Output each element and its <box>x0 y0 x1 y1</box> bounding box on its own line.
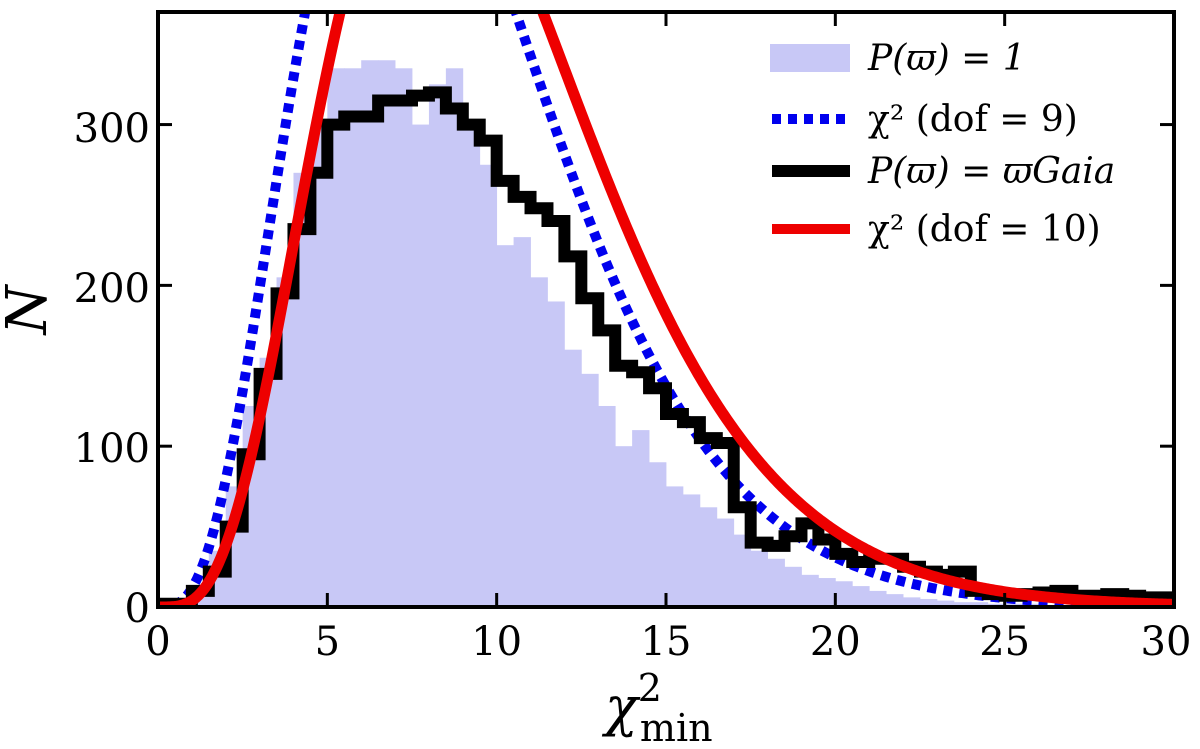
hist-bar <box>869 590 887 607</box>
x-tick-label: 10 <box>471 619 522 665</box>
legend-label-dof10: χ² (dof = 10) <box>868 209 1101 250</box>
y-axis-label: N <box>0 284 60 337</box>
hist-bar <box>547 301 565 607</box>
legend-label-gaia-prior: P(ϖ) = ϖGaia <box>867 151 1115 192</box>
hist-bar <box>412 124 430 607</box>
hist-bar <box>835 581 853 607</box>
x-tick-label: 25 <box>979 619 1030 665</box>
hist-bar <box>428 84 447 607</box>
hist-bar <box>936 600 955 607</box>
hist-bar <box>801 574 819 607</box>
hist-bar <box>733 534 752 607</box>
hist-bar <box>784 566 802 607</box>
x-tick-label: 20 <box>810 619 861 665</box>
x-tick-label: 5 <box>315 619 340 665</box>
hist-bar <box>361 60 379 607</box>
x-tick-labels: 0 5 10 15 20 25 30 <box>145 619 1191 665</box>
hist-bar <box>378 60 396 607</box>
hist-bar <box>852 586 870 607</box>
hist-bar <box>953 602 972 607</box>
y-tick-label: 300 <box>74 106 150 152</box>
y-tick-label: 200 <box>74 266 150 312</box>
hist-bar <box>886 594 904 607</box>
hist-bar <box>310 124 328 607</box>
hist-bar <box>344 68 362 607</box>
hist-bar <box>327 68 345 607</box>
legend-swatch-flat-prior <box>770 44 850 72</box>
hist-bar <box>615 446 633 607</box>
legend: P(ϖ) = 1 χ² (dof = 9) P(ϖ) = ϖGaia χ² (d… <box>770 38 1115 250</box>
legend-label-flat-prior: P(ϖ) = 1 <box>867 38 1026 79</box>
hist-bar <box>767 558 785 607</box>
hist-bar <box>395 68 413 607</box>
hist-bar <box>682 494 701 607</box>
hist-bar <box>649 462 667 607</box>
hist-bar <box>462 124 481 607</box>
hist-bar <box>632 430 650 607</box>
y-tick-labels: 0 100 200 300 <box>74 106 150 632</box>
hist-bar <box>666 486 684 607</box>
hist-bar <box>513 237 531 607</box>
y-tick-label: 100 <box>74 426 150 472</box>
hist-bar <box>818 578 836 607</box>
chi2-curve-dof10 <box>158 12 1174 607</box>
hist-bar <box>530 277 548 607</box>
hist-bar <box>598 405 616 607</box>
y-tick-label: 0 <box>125 586 150 632</box>
hist-bar <box>496 245 514 607</box>
hist-bar <box>750 550 768 607</box>
hist-bar <box>970 602 989 607</box>
hist-bar <box>716 518 735 607</box>
hist-bar <box>699 507 718 607</box>
plot-frame <box>156 10 1176 609</box>
hist-bar <box>479 164 498 607</box>
x-axis-label: χ2 min <box>601 666 713 749</box>
hist-bar <box>581 373 599 607</box>
x-tick-label: 15 <box>641 619 692 665</box>
x-axis-label-sup: 2 <box>638 666 662 710</box>
x-tick-label: 0 <box>145 619 170 665</box>
hist-bar <box>445 68 464 607</box>
hist-bar <box>903 597 921 607</box>
x-axis-label-sub: min <box>640 706 713 749</box>
legend-label-dof9: χ² (dof = 9) <box>868 99 1078 140</box>
hist-bar <box>920 598 938 607</box>
x-axis-label-base: χ <box>601 675 641 738</box>
hist-bar <box>564 349 582 607</box>
plot-area <box>158 12 1174 607</box>
x-tick-label: 30 <box>1141 619 1192 665</box>
